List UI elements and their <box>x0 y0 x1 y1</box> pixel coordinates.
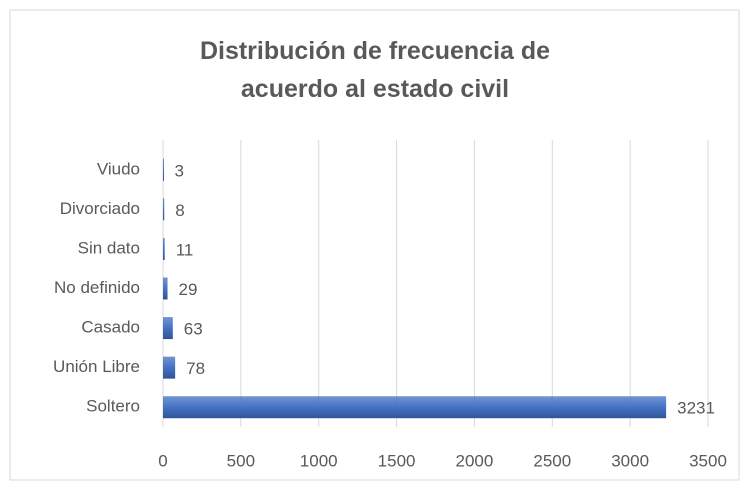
data-label: 8 <box>175 201 184 220</box>
y-tick-label: No definido <box>54 278 140 297</box>
y-tick-label: Viudo <box>97 159 140 178</box>
data-label: 3231 <box>677 399 715 418</box>
x-tick-label: 2500 <box>533 451 571 470</box>
bar <box>163 158 164 181</box>
bar <box>163 277 168 300</box>
y-tick-label: Sin dato <box>78 238 140 257</box>
y-tick-label: Casado <box>81 318 140 337</box>
data-label: 29 <box>179 280 198 299</box>
bar <box>163 356 176 379</box>
y-tick-label: Unión Libre <box>53 357 140 376</box>
y-tick-label: Soltero <box>86 397 140 416</box>
data-label: 78 <box>186 359 205 378</box>
x-tick-label: 3500 <box>689 451 727 470</box>
bar <box>163 317 173 340</box>
chart-border <box>9 9 740 481</box>
chart-title: Distribución de frecuencia de acuerdo al… <box>199 37 551 103</box>
bar <box>163 396 667 419</box>
x-tick-label: 1500 <box>378 451 416 470</box>
x-tick-label: 500 <box>227 451 255 470</box>
x-tick-label: 3000 <box>611 451 649 470</box>
data-label: 11 <box>176 240 194 259</box>
y-tick-label: Divorciado <box>60 199 140 218</box>
x-tick-label: 1000 <box>300 451 338 470</box>
data-label: 63 <box>184 320 203 339</box>
bar <box>163 198 165 221</box>
x-tick-label: 2000 <box>456 451 494 470</box>
data-label: 3 <box>174 161 183 180</box>
bar <box>163 237 165 260</box>
x-tick-label: 0 <box>158 451 167 470</box>
